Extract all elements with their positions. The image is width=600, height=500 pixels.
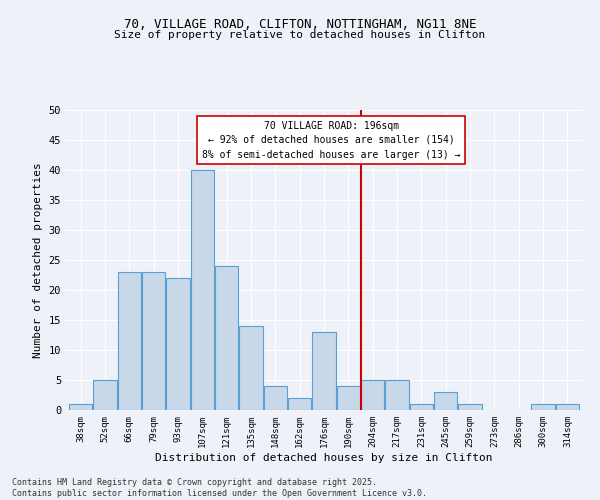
Y-axis label: Number of detached properties: Number of detached properties — [33, 162, 43, 358]
Bar — [337, 386, 360, 410]
Bar — [264, 386, 287, 410]
Bar — [94, 380, 116, 410]
Bar — [313, 332, 335, 410]
Bar — [142, 272, 165, 410]
Bar — [410, 404, 433, 410]
Bar — [166, 278, 190, 410]
Bar — [239, 326, 263, 410]
Text: Contains HM Land Registry data © Crown copyright and database right 2025.
Contai: Contains HM Land Registry data © Crown c… — [12, 478, 427, 498]
Text: Size of property relative to detached houses in Clifton: Size of property relative to detached ho… — [115, 30, 485, 40]
Bar — [434, 392, 457, 410]
Bar — [197, 116, 465, 164]
Text: 70 VILLAGE ROAD: 196sqm: 70 VILLAGE ROAD: 196sqm — [264, 120, 399, 130]
Bar — [118, 272, 141, 410]
Bar — [191, 170, 214, 410]
X-axis label: Distribution of detached houses by size in Clifton: Distribution of detached houses by size … — [155, 452, 493, 462]
Bar — [458, 404, 482, 410]
Bar — [361, 380, 384, 410]
Bar — [532, 404, 554, 410]
Bar — [385, 380, 409, 410]
Bar — [215, 266, 238, 410]
Bar — [556, 404, 579, 410]
Bar — [288, 398, 311, 410]
Text: ← 92% of detached houses are smaller (154): ← 92% of detached houses are smaller (15… — [208, 135, 455, 145]
Text: 8% of semi-detached houses are larger (13) →: 8% of semi-detached houses are larger (1… — [202, 150, 461, 160]
Text: 70, VILLAGE ROAD, CLIFTON, NOTTINGHAM, NG11 8NE: 70, VILLAGE ROAD, CLIFTON, NOTTINGHAM, N… — [124, 18, 476, 30]
Bar — [69, 404, 92, 410]
